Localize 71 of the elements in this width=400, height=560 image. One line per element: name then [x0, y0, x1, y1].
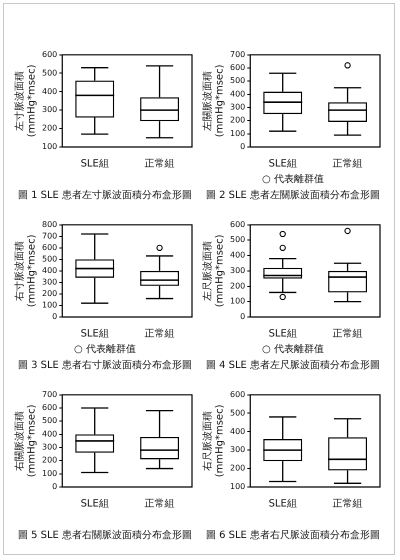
y-tick-label: 700 — [42, 231, 58, 240]
y-tick-label: 700 — [42, 390, 58, 399]
y-tick-label: 700 — [230, 50, 246, 59]
y-axis-title: 右關脈波面積(mmHg*msec) — [14, 404, 38, 478]
y-tick-label: 600 — [42, 50, 58, 59]
y-tick-label: 400 — [42, 429, 58, 438]
y-tick-label: 100 — [42, 300, 58, 310]
y-tick-label: 500 — [230, 235, 246, 244]
x-tick-label: SLE組 — [268, 328, 297, 340]
y-tick-label: 600 — [230, 63, 246, 72]
x-tick-label: 正常組 — [144, 158, 175, 170]
text: 圖 2 SLE 患者左關脈波面積分布盒形圖 — [204, 189, 382, 202]
x-tick-label: SLE組 — [80, 158, 109, 170]
x-tick-label: SLE組 — [268, 498, 297, 510]
x-tick-label: 正常組 — [144, 498, 175, 510]
y-tick-label: 600 — [42, 242, 58, 252]
y-tick-label: 100 — [230, 128, 246, 138]
y-tick-label: 0 — [52, 312, 58, 322]
y-axis-title: 左寸脈波面積(mmHg*msec) — [14, 64, 38, 138]
y-tick-label: 200 — [230, 464, 246, 473]
y-tick-label: 0 — [52, 482, 58, 492]
y-tick-label: 300 — [42, 278, 58, 287]
y-tick-label: 800 — [42, 220, 58, 229]
y-axis-title: 右尺脈波面積(mmHg*msec) — [202, 404, 226, 478]
y-tick-label: 300 — [230, 445, 246, 454]
x-tick-label: SLE組 — [80, 328, 109, 340]
y-tick-label: 200 — [42, 456, 58, 465]
text: ○ 代表離群值 — [262, 174, 324, 185]
y-tick-label: 500 — [230, 76, 246, 86]
y-tick-label: 500 — [42, 68, 58, 78]
y-axis-title: 左關脈波面積(mmHg*msec) — [202, 64, 226, 138]
y-tick-label: 300 — [230, 102, 246, 112]
text: ○ 代表離群值 — [74, 344, 136, 355]
y-tick-label: 100 — [42, 468, 58, 478]
y-tick-label: 400 — [230, 250, 246, 260]
x-tick-label: 正常組 — [332, 498, 363, 510]
y-tick-label: 500 — [42, 416, 58, 426]
y-axis-title: 左尺脈波面積(mmHg*msec) — [202, 234, 226, 308]
y-tick-label: 100 — [230, 482, 246, 492]
y-tick-label: 600 — [230, 390, 246, 399]
y-tick-label: 200 — [230, 281, 246, 290]
y-tick-label: 300 — [230, 266, 246, 275]
y-tick-label: 0 — [240, 312, 246, 322]
y-tick-label: 200 — [42, 289, 58, 298]
y-tick-label: 100 — [42, 142, 58, 152]
y-tick-label: 300 — [42, 105, 58, 114]
text: 圖 5 SLE 患者右關脈波面積分布盒形圖 — [16, 529, 194, 542]
y-axis-title: 右寸脈波面積(mmHg*msec) — [14, 234, 38, 308]
y-tick-label: 600 — [42, 403, 58, 412]
y-tick-label: 100 — [230, 296, 246, 306]
text: 圖 6 SLE 患者右尺脈波面積分布盒形圖 — [204, 529, 382, 542]
y-tick-label: 500 — [42, 254, 58, 264]
text: 圖 3 SLE 患者右寸脈波面積分布盒形圖 — [16, 359, 194, 372]
x-tick-label: 正常組 — [144, 328, 175, 340]
y-tick-label: 500 — [230, 408, 246, 418]
y-tick-label: 400 — [42, 86, 58, 96]
x-tick-label: 正常組 — [332, 328, 363, 340]
x-tick-label: 正常組 — [332, 158, 363, 170]
y-tick-label: 400 — [42, 266, 58, 275]
y-tick-label: 200 — [42, 124, 58, 133]
y-tick-label: 300 — [42, 442, 58, 452]
y-tick-label: 0 — [240, 142, 246, 152]
y-tick-label: 400 — [230, 426, 246, 436]
x-tick-label: SLE組 — [268, 158, 297, 170]
y-tick-label: 400 — [230, 89, 246, 98]
y-tick-label: 200 — [230, 116, 246, 125]
text: ○ 代表離群值 — [262, 344, 324, 355]
y-tick-label: 600 — [230, 220, 246, 229]
text: 圖 1 SLE 患者左寸脈波面積分布盒形圖 — [16, 189, 194, 202]
x-tick-label: SLE組 — [80, 498, 109, 510]
text: 圖 4 SLE 患者左尺脈波面積分布盒形圖 — [204, 359, 382, 372]
